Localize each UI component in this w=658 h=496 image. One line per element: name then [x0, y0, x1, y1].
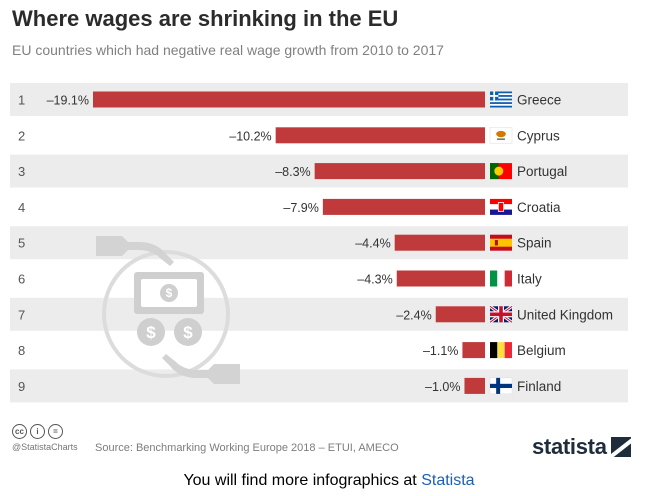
value-label-belgium: –1.1% — [423, 344, 458, 358]
rank-united-kingdom: 7 — [18, 307, 25, 322]
svg-text:$: $ — [183, 323, 193, 342]
bar-greece — [93, 91, 485, 108]
rank-italy: 6 — [18, 272, 25, 287]
rank-greece: 1 — [18, 93, 25, 108]
country-label-croatia: Croatia — [517, 200, 561, 215]
country-label-spain: Spain — [517, 236, 552, 251]
no-derivatives-icon: = — [48, 424, 63, 439]
value-label-united-kingdom: –2.4% — [396, 308, 431, 322]
chart-row-belgium: 8 –1.1% Belgium — [18, 342, 566, 359]
chart-row-united-kingdom: 7 –2.4% United Kingdom — [10, 297, 628, 331]
more-infographics-banner: You will find more infographics at Stati… — [0, 472, 658, 490]
rank-finland: 9 — [18, 379, 25, 394]
row-stripe-united-kingdom — [10, 297, 628, 331]
flag-cyprus-icon — [489, 127, 513, 144]
country-label-belgium: Belgium — [517, 343, 566, 358]
bar-chart: 1 –19.1% Greece 2 –10.2% Cyprus 3 –8.3% Portugal… — [10, 83, 628, 403]
rank-spain: 5 — [18, 236, 25, 251]
brand-name: statista — [532, 434, 607, 459]
bar-cyprus — [275, 127, 485, 144]
flag-united-kingdom-icon — [489, 305, 513, 324]
chart-row-greece: 1 –19.1% Greece — [10, 83, 628, 116]
attribution-icon: i — [30, 424, 45, 439]
statista-logo: statista — [532, 434, 631, 460]
cc-icon: cc — [12, 424, 27, 439]
bar-croatia — [322, 198, 485, 215]
bar-spain — [394, 234, 485, 251]
chart-row-finland: 9 –1.0% Finland — [10, 369, 628, 403]
twitter-handle: @StatistaCharts — [12, 442, 78, 452]
rank-portugal: 3 — [18, 164, 25, 179]
flag-greece-icon — [490, 91, 512, 108]
value-label-italy: –4.3% — [357, 273, 392, 287]
money-exchange-illustration-icon: $ $ $ — [96, 236, 240, 384]
country-label-portugal: Portugal — [517, 164, 567, 179]
chart-row-italy: 6 –4.3% Italy — [18, 270, 542, 287]
flag-italy-icon — [490, 270, 512, 287]
bar-portugal — [314, 163, 485, 180]
flag-finland-icon — [489, 377, 513, 395]
footer-license: cc i = @StatistaCharts — [12, 424, 78, 452]
chart-row-portugal: 3 –8.3% Portugal — [10, 154, 628, 188]
flag-spain-icon — [490, 234, 512, 251]
country-label-italy: Italy — [517, 272, 542, 287]
country-label-cyprus: Cyprus — [517, 128, 560, 143]
statista-link[interactable]: Statista — [421, 472, 475, 489]
value-label-finland: –1.0% — [425, 380, 460, 394]
chart-row-croatia: 4 –7.9% Croatia — [18, 198, 561, 215]
bar-italy — [396, 270, 485, 287]
flag-belgium-icon — [490, 342, 512, 359]
more-text: You will find more infographics at — [183, 472, 417, 489]
value-label-croatia: –7.9% — [283, 201, 318, 215]
country-label-united-kingdom: United Kingdom — [517, 307, 613, 322]
value-label-cyprus: –10.2% — [229, 129, 271, 143]
statista-mark-icon — [610, 437, 631, 457]
chart-title: Where wages are shrinking in the EU — [12, 6, 399, 31]
svg-text:$: $ — [146, 323, 156, 342]
svg-text:$: $ — [166, 286, 173, 300]
source-note: Source: Benchmarking Working Europe 2018… — [95, 442, 399, 454]
value-label-greece: –19.1% — [47, 94, 89, 108]
country-label-greece: Greece — [517, 93, 561, 108]
rank-belgium: 8 — [18, 343, 25, 358]
row-stripe-finland — [10, 369, 628, 403]
chart-row-cyprus: 2 –10.2% Cyprus — [18, 127, 560, 144]
flag-croatia-icon — [490, 198, 512, 215]
value-label-portugal: –8.3% — [275, 165, 310, 179]
bar-belgium — [462, 342, 485, 359]
cc-icons: cc i = — [12, 424, 78, 439]
country-label-finland: Finland — [517, 379, 561, 394]
rank-croatia: 4 — [18, 200, 25, 215]
bar-united-kingdom — [435, 306, 485, 323]
bar-finland — [464, 377, 485, 394]
rank-cyprus: 2 — [18, 128, 25, 143]
value-label-spain: –4.4% — [355, 237, 390, 251]
chart-subtitle: EU countries which had negative real wag… — [12, 42, 444, 58]
flag-portugal-icon — [490, 163, 512, 180]
